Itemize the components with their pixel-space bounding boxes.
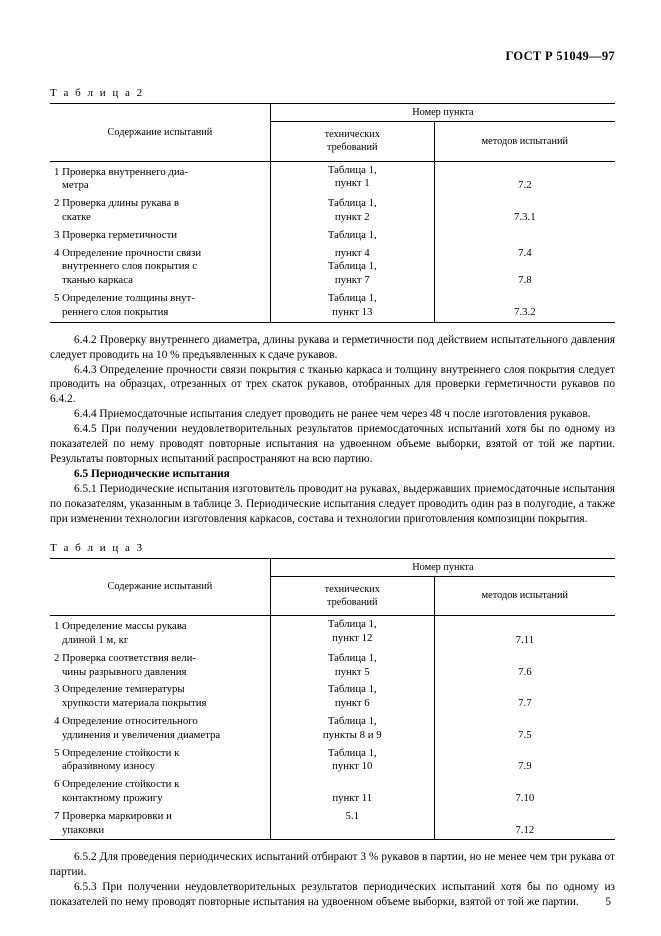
paragraph: 6.5.1 Периодические испытания изготовите…	[50, 482, 615, 527]
cell-method: 7.47.8	[434, 245, 615, 290]
para-block-3: 6.5.2 Для проведения периодических испыт…	[50, 850, 615, 910]
cell-req: Таблица 1,пункт 6	[270, 681, 434, 713]
cell-content: 4 Определение прочности связивнутреннего…	[50, 245, 270, 290]
cell-method: 7.2	[434, 161, 615, 195]
table-row: 2 Проверка длины рукава вскаткеТаблица 1…	[50, 195, 615, 227]
table-row: 6 Определение стойкости кконтактному про…	[50, 776, 615, 808]
t2-h3: методов испытаний	[434, 122, 615, 161]
table-row: 4 Определение прочности связивнутреннего…	[50, 245, 615, 290]
table-row: 5 Определение толщины внут-реннего слоя …	[50, 290, 615, 322]
cell-method	[434, 227, 615, 245]
table-row: 5 Определение стойкости кабразивному изн…	[50, 745, 615, 777]
cell-req: Таблица 1,	[270, 227, 434, 245]
paragraph: 6.4.2 Проверку внутреннего диаметра, дли…	[50, 333, 615, 363]
cell-req: пункт 4Таблица 1,пункт 7	[270, 245, 434, 290]
para-block-2: 6.5.1 Периодические испытания изготовите…	[50, 482, 615, 527]
paragraph: 6.5.2 Для проведения периодических испыт…	[50, 850, 615, 880]
para-block-1: 6.4.2 Проверку внутреннего диаметра, дли…	[50, 333, 615, 467]
cell-req: Таблица 1,пункт 1	[270, 161, 434, 195]
cell-content: 2 Проверка соответствия вели-чины разрыв…	[50, 650, 270, 682]
paragraph: 6.5.3 При получении неудовлетворительных…	[50, 880, 615, 910]
t3-hgroup: Номер пункта	[270, 558, 615, 576]
cell-content: 3 Проверка герметичности	[50, 227, 270, 245]
cell-content: 2 Проверка длины рукава вскатке	[50, 195, 270, 227]
cell-method: 7.10	[434, 776, 615, 808]
heading-6-5: 6.5 Периодические испытания	[50, 467, 615, 482]
table-2: Содержание испытаний Номер пункта технич…	[50, 103, 615, 323]
cell-method: 7.11	[434, 616, 615, 650]
cell-req: Таблица 1,пункт 10	[270, 745, 434, 777]
table-row: 3 Определение температурыхрупкости матер…	[50, 681, 615, 713]
cell-content: 6 Определение стойкости кконтактному про…	[50, 776, 270, 808]
t2-h1: Содержание испытаний	[50, 104, 270, 162]
table-row: 4 Определение относительногоудлинения и …	[50, 713, 615, 745]
table-row: 3 Проверка герметичностиТаблица 1,	[50, 227, 615, 245]
cell-method: 7.12	[434, 808, 615, 840]
cell-method: 7.6	[434, 650, 615, 682]
t2-hgroup: Номер пункта	[270, 104, 615, 122]
cell-method: 7.5	[434, 713, 615, 745]
paragraph: 6.4.4 Приемосдаточные испытания следует …	[50, 407, 615, 422]
table2-caption: Т а б л и ц а 2	[50, 86, 615, 100]
cell-req: Таблица 1,пункт 13	[270, 290, 434, 322]
cell-content: 3 Определение температурыхрупкости матер…	[50, 681, 270, 713]
page-number: 5	[605, 895, 611, 910]
cell-method: 7.3.2	[434, 290, 615, 322]
cell-content: 4 Определение относительногоудлинения и …	[50, 713, 270, 745]
t2-h2: техническихтребований	[270, 122, 434, 161]
table3-caption: Т а б л и ц а 3	[50, 541, 615, 555]
paragraph: 6.4.5 При получении неудовлетворительных…	[50, 422, 615, 467]
cell-content: 1 Проверка внутреннего диа-метра	[50, 161, 270, 195]
table-3: Содержание испытаний Номер пункта технич…	[50, 558, 615, 841]
table-row: 1 Проверка внутреннего диа-метраТаблица …	[50, 161, 615, 195]
paragraph: 6.4.3 Определение прочности связи покрыт…	[50, 363, 615, 408]
cell-req: Таблица 1,пункт 12	[270, 616, 434, 650]
cell-req: Таблица 1,пункты 8 и 9	[270, 713, 434, 745]
cell-content: 7 Проверка маркировки иупаковки	[50, 808, 270, 840]
cell-req: Таблица 1,пункт 2	[270, 195, 434, 227]
cell-method: 7.3.1	[434, 195, 615, 227]
cell-req: пункт 11	[270, 776, 434, 808]
cell-content: 1 Определение массы рукавадлиной 1 м, кг	[50, 616, 270, 650]
t3-h2: техническихтребований	[270, 576, 434, 615]
t3-h1: Содержание испытаний	[50, 558, 270, 616]
cell-method: 7.7	[434, 681, 615, 713]
table-row: 2 Проверка соответствия вели-чины разрыв…	[50, 650, 615, 682]
cell-req: Таблица 1,пункт 5	[270, 650, 434, 682]
cell-method: 7.9	[434, 745, 615, 777]
cell-req: 5.1	[270, 808, 434, 840]
table-row: 1 Определение массы рукавадлиной 1 м, кг…	[50, 616, 615, 650]
cell-content: 5 Определение толщины внут-реннего слоя …	[50, 290, 270, 322]
doc-code: ГОСТ Р 51049—97	[50, 48, 615, 64]
t3-h3: методов испытаний	[434, 576, 615, 615]
cell-content: 5 Определение стойкости кабразивному изн…	[50, 745, 270, 777]
table-row: 7 Проверка маркировки иупаковки5.17.12	[50, 808, 615, 840]
